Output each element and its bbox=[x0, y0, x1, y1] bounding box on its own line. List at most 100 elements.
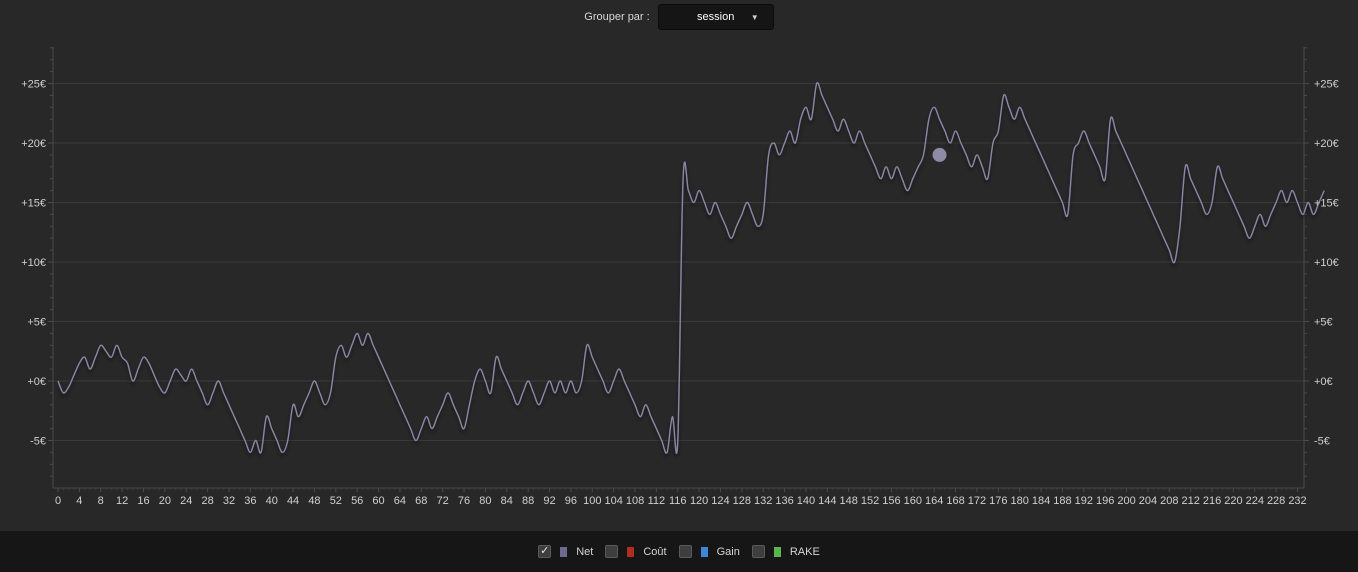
y-tick-label-left: +0€ bbox=[27, 376, 46, 388]
checkbox-rake[interactable] bbox=[751, 545, 765, 558]
y-tick-label-right: +5€ bbox=[1314, 317, 1333, 329]
x-tick-label: 68 bbox=[415, 495, 427, 507]
x-tick-label: 20 bbox=[159, 495, 171, 507]
swatch-gain bbox=[700, 546, 708, 557]
dropdown-arrow-icon: ▼ bbox=[750, 13, 759, 22]
x-tick-label: 28 bbox=[201, 495, 213, 507]
x-tick-label: 84 bbox=[501, 495, 513, 507]
legend-bar: ✓ Net Coût Gain RAKE bbox=[0, 531, 1358, 572]
x-tick-label: 160 bbox=[904, 495, 922, 507]
x-tick-label: 168 bbox=[946, 495, 964, 507]
x-tick-label: 184 bbox=[1032, 495, 1050, 507]
x-tick-label: 4 bbox=[76, 495, 82, 507]
x-tick-label: 224 bbox=[1246, 495, 1264, 507]
x-tick-label: 112 bbox=[648, 495, 666, 507]
legend-label-net: Net bbox=[576, 545, 594, 558]
x-tick-label: 180 bbox=[1011, 495, 1029, 507]
y-tick-label-right: +20€ bbox=[1314, 138, 1339, 150]
y-tick-label-left: +15€ bbox=[21, 198, 46, 210]
x-tick-label: 232 bbox=[1288, 495, 1306, 507]
x-tick-label: 64 bbox=[394, 495, 406, 507]
x-tick-label: 96 bbox=[565, 495, 577, 507]
x-tick-label: 80 bbox=[479, 495, 491, 507]
group-by-label: Grouper par : bbox=[584, 11, 650, 23]
swatch-rake bbox=[773, 546, 781, 557]
x-tick-label: 196 bbox=[1096, 495, 1114, 507]
x-tick-label: 12 bbox=[116, 495, 128, 507]
x-tick-label: 36 bbox=[244, 495, 256, 507]
line-chart: -5€ -5€ +0€ +0€ +5€ +5€ +10€ +10€ +15€ +15€ +20€ +2… bbox=[21, 47, 1339, 508]
y-tick-label-left: -5€ bbox=[30, 436, 46, 448]
x-tick-label: 16 bbox=[137, 495, 149, 507]
x-tick-label: 208 bbox=[1160, 495, 1178, 507]
x-tick-label: 116 bbox=[669, 495, 687, 507]
legend-label-gain: Gain bbox=[716, 545, 740, 558]
y-tick-label-right: +10€ bbox=[1314, 257, 1339, 269]
x-tick-label: 188 bbox=[1053, 495, 1071, 507]
legend-label-cout: Coût bbox=[643, 545, 667, 558]
group-by-bar: Grouper par : session ▼ bbox=[0, 4, 1358, 30]
x-tick-label: 56 bbox=[351, 495, 363, 507]
legend-item-gain[interactable]: Gain bbox=[678, 545, 740, 558]
x-tick-label: 100 bbox=[583, 495, 601, 507]
x-tick-label: 24 bbox=[180, 495, 192, 507]
tick-labels: -5€ -5€ +0€ +0€ +5€ +5€ +10€ +10€ +15€ +15€ +20€ +2… bbox=[21, 79, 1339, 508]
x-tick-label: 92 bbox=[543, 495, 555, 507]
hover-point-marker[interactable] bbox=[932, 147, 947, 162]
x-tick-label: 176 bbox=[989, 495, 1007, 507]
y-tick-label-left: +5€ bbox=[27, 317, 46, 329]
x-tick-label: 0 bbox=[55, 495, 61, 507]
x-tick-label: 108 bbox=[626, 495, 644, 507]
x-tick-label: 172 bbox=[968, 495, 986, 507]
x-tick-label: 220 bbox=[1224, 495, 1242, 507]
x-tick-label: 60 bbox=[372, 495, 384, 507]
x-tick-label: 120 bbox=[690, 495, 708, 507]
x-tick-label: 124 bbox=[711, 495, 729, 507]
x-tick-label: 216 bbox=[1203, 495, 1221, 507]
x-tick-label: 48 bbox=[308, 495, 320, 507]
x-tick-label: 164 bbox=[925, 495, 943, 507]
y-tick-label-right: +25€ bbox=[1314, 79, 1339, 91]
x-tick-label: 140 bbox=[797, 495, 815, 507]
group-by-select[interactable]: session ▼ bbox=[657, 4, 774, 30]
y-tick-label-right: +0€ bbox=[1314, 376, 1333, 388]
x-tick-label: 200 bbox=[1117, 495, 1135, 507]
checkbox-cout[interactable] bbox=[605, 545, 619, 558]
x-tick-label: 132 bbox=[754, 495, 772, 507]
legend-label-rake: RAKE bbox=[789, 545, 820, 558]
x-tick-label: 104 bbox=[604, 495, 622, 507]
x-tick-label: 156 bbox=[882, 495, 900, 507]
checkbox-net[interactable]: ✓ bbox=[538, 545, 552, 558]
x-tick-label: 88 bbox=[522, 495, 534, 507]
x-tick-label: 144 bbox=[818, 495, 836, 507]
swatch-cout bbox=[627, 546, 635, 557]
y-tick-label-right: +15€ bbox=[1314, 198, 1339, 210]
x-tick-label: 76 bbox=[458, 495, 470, 507]
x-tick-label: 204 bbox=[1139, 495, 1157, 507]
x-tick-label: 44 bbox=[287, 495, 299, 507]
x-tick-label: 32 bbox=[223, 495, 235, 507]
axes bbox=[48, 47, 1309, 492]
legend-item-net[interactable]: ✓ Net bbox=[538, 545, 593, 558]
x-tick-label: 52 bbox=[330, 495, 342, 507]
x-tick-label: 212 bbox=[1181, 495, 1199, 507]
x-tick-label: 136 bbox=[775, 495, 793, 507]
group-by-value: session bbox=[697, 11, 735, 23]
x-tick-label: 148 bbox=[840, 495, 858, 507]
y-tick-label-left: +20€ bbox=[21, 138, 46, 150]
series-line-net bbox=[57, 81, 1325, 454]
x-tick-label: 72 bbox=[437, 495, 449, 507]
y-tick-label-right: -5€ bbox=[1314, 436, 1330, 448]
legend-item-rake[interactable]: RAKE bbox=[751, 545, 820, 558]
x-tick-label: 8 bbox=[98, 495, 104, 507]
legend-item-cout[interactable]: Coût bbox=[605, 545, 667, 558]
x-tick-label: 152 bbox=[861, 495, 879, 507]
x-tick-label: 192 bbox=[1075, 495, 1093, 507]
swatch-net bbox=[560, 546, 568, 557]
y-tick-label-left: +10€ bbox=[21, 257, 46, 269]
y-tick-label-left: +25€ bbox=[21, 79, 46, 91]
series-layer bbox=[57, 81, 1325, 454]
x-tick-label: 40 bbox=[266, 495, 278, 507]
checkbox-gain[interactable] bbox=[678, 545, 692, 558]
x-tick-label: 128 bbox=[733, 495, 751, 507]
